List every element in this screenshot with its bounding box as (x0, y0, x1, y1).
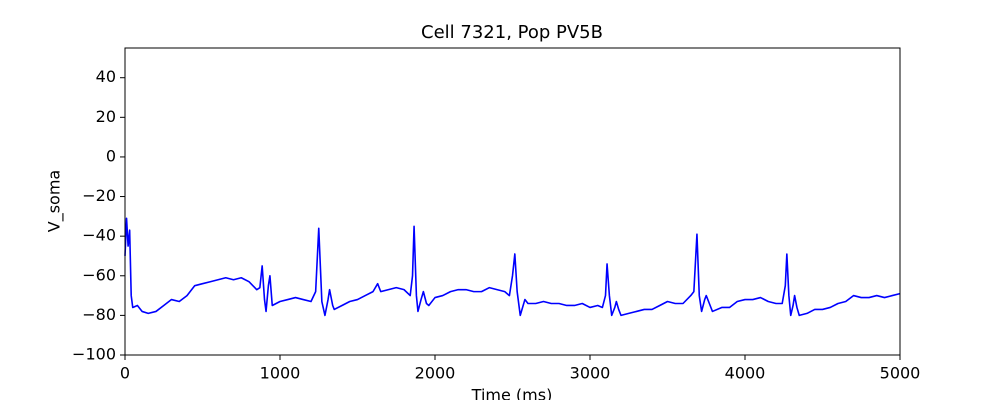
data-line (124, 217, 901, 317)
y-tick-label: 40 (96, 67, 116, 86)
x-tick-label: 0 (120, 364, 130, 383)
y-tick-label: −20 (82, 186, 116, 205)
y-tick-label: −40 (82, 226, 116, 245)
x-tick-label: 5000 (880, 364, 921, 383)
x-axis-label: Time (ms) (471, 386, 553, 400)
y-tick-label: 20 (96, 107, 116, 126)
y-tick-label: 0 (106, 146, 116, 165)
plot-frame (124, 47, 901, 356)
y-tick-label: −60 (82, 265, 116, 284)
y-tick-label: −100 (72, 345, 116, 364)
x-tick-label: 2000 (415, 364, 456, 383)
y-tick-label: −80 (82, 305, 116, 324)
x-tick-label: 1000 (260, 364, 301, 383)
y-axis-label: V_soma (45, 170, 65, 232)
chart-title: Cell 7321, Pop PV5B (421, 22, 603, 43)
x-tick-label: 4000 (725, 364, 766, 383)
x-tick-label: 3000 (570, 364, 611, 383)
